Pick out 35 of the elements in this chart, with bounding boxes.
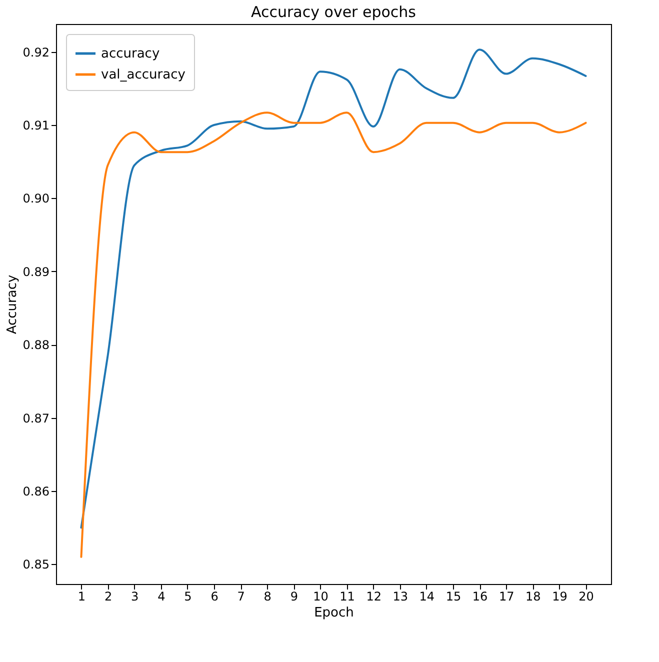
y-tick-label: 0.88: [22, 338, 50, 352]
x-tick-label: 17: [498, 590, 514, 604]
x-tick-label: 5: [184, 590, 192, 604]
line-series: [80, 112, 587, 558]
x-tick-label: 8: [264, 590, 272, 604]
x-axis-title: Epoch: [314, 606, 354, 620]
x-tick-label: 4: [158, 590, 166, 604]
x-tick-label: 9: [290, 590, 298, 604]
y-tick-label: 0.87: [22, 411, 50, 426]
x-tick-label: 18: [526, 590, 541, 604]
chart-title: Accuracy over epochs: [251, 3, 416, 21]
y-tick-label: 0.85: [22, 558, 50, 572]
y-axis-title: Accuracy: [4, 274, 20, 334]
y-tick-label: 0.92: [22, 45, 50, 60]
x-tick-label: 3: [131, 590, 139, 604]
x-tick-label: 1: [78, 590, 86, 604]
x-tick-label: 20: [578, 590, 594, 604]
y-tick-label: 0.90: [22, 192, 50, 206]
x-tick-label: 15: [446, 590, 462, 604]
y-tick-label: 0.91: [22, 118, 50, 133]
x-tick-label: 14: [419, 590, 435, 604]
x-tick-label: 10: [313, 590, 328, 604]
line-series: [80, 48, 587, 529]
x-tick-label: 16: [472, 590, 488, 604]
y-tick-label: 0.89: [22, 264, 50, 279]
x-tick-label: 2: [104, 590, 112, 604]
x-tick-label: 19: [552, 590, 568, 604]
x-tick-label: 7: [237, 590, 245, 604]
x-tick-label: 13: [392, 590, 408, 604]
legend-label: val_accuracy: [101, 68, 186, 82]
x-tick-label: 12: [366, 590, 382, 604]
x-tick-label: 6: [210, 590, 218, 604]
legend-label: accuracy: [101, 46, 160, 62]
x-tick-label: 11: [340, 590, 355, 604]
y-tick-label: 0.86: [22, 484, 50, 499]
